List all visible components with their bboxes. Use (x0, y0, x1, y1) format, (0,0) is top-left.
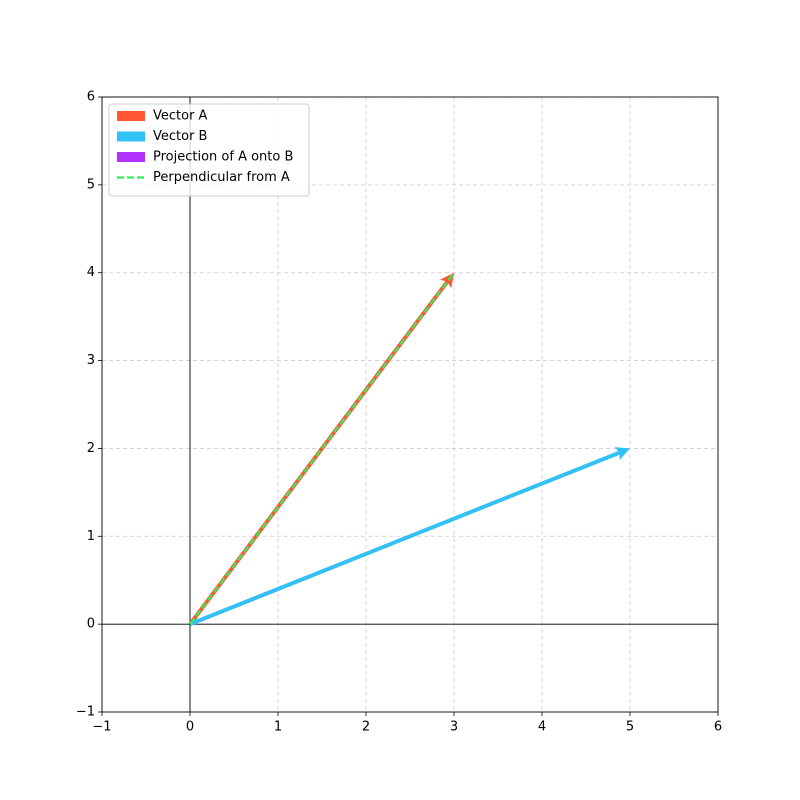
legend-swatch (117, 111, 145, 121)
perpendicular-line (189, 272, 455, 625)
legend-label: Perpendicular from A (153, 170, 290, 185)
x-tick-label: 6 (714, 720, 722, 735)
y-tick-label: −1 (76, 705, 95, 720)
plot-frame (101, 96, 719, 713)
legend-box (108, 103, 310, 197)
y-tick-label: 5 (87, 177, 95, 192)
vector-head (614, 447, 630, 461)
x-tick-label: 2 (362, 720, 370, 735)
y-tick-label: 1 (87, 529, 95, 544)
x-tick-label: 1 (274, 720, 282, 735)
y-tick-label: 0 (87, 617, 95, 632)
legend-label: Vector B (153, 129, 207, 144)
legend-swatch (117, 131, 145, 142)
x-tick-label: 3 (450, 720, 458, 735)
legend: Vector A Vector B Projection of A onto B Pe… (108, 103, 310, 197)
x-tick-label: −1 (92, 720, 111, 735)
vector-shaft (189, 450, 621, 627)
legend-swatch (117, 152, 145, 162)
y-tick-label: 6 (87, 90, 95, 105)
y-tick-label: 4 (87, 265, 95, 280)
y-tick-label: 2 (87, 441, 95, 456)
x-tick-label: 4 (538, 720, 546, 735)
y-tick-label: 3 (87, 353, 95, 368)
x-tick-label: 0 (186, 720, 194, 735)
legend-label: Projection of A onto B (153, 150, 293, 165)
legend-label: Vector A (153, 109, 208, 124)
x-tick-label: 5 (626, 720, 634, 735)
